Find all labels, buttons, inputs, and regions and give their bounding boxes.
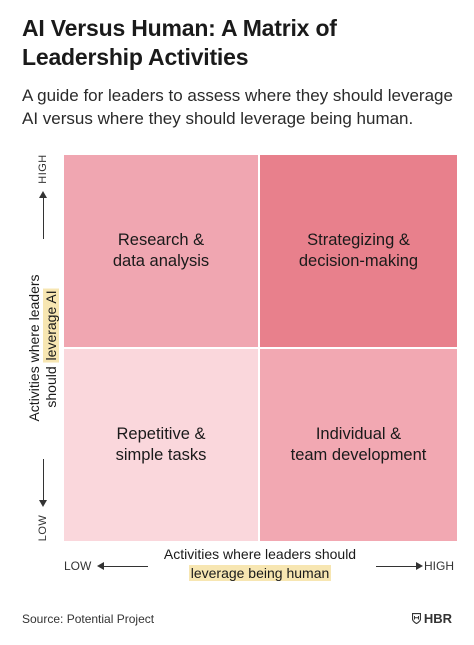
x-axis-low-label: LOW: [64, 559, 92, 573]
x-axis: LOW Activities where leaders should leve…: [60, 545, 460, 585]
arrow-up-icon: [39, 191, 47, 198]
arrow-left-icon: [97, 562, 104, 570]
x-axis-line-right: [376, 566, 418, 567]
page-subtitle: A guide for leaders to assess where they…: [22, 86, 453, 128]
quadrant-bottom-right-label: Individual & team development: [290, 425, 427, 464]
y-axis: HIGH Activities where leaders should lev…: [18, 154, 66, 542]
x-axis-line-left: [102, 566, 148, 567]
y-axis-label-line1: Activities where leaders: [26, 274, 42, 422]
y-axis-line-bottom: [43, 459, 44, 503]
quadrant-bottom-left: Repetitive & simple tasks: [64, 349, 258, 541]
arrow-down-icon: [39, 500, 47, 507]
quadrant-top-right-label: Strategizing & decision-making: [298, 231, 419, 270]
arrow-right-icon: [416, 562, 423, 570]
x-axis-highlight: leverage being human: [188, 565, 332, 581]
quadrant-top-right: Strategizing & decision-making: [260, 155, 457, 347]
source-note: Source: Potential Project: [22, 612, 155, 626]
quadrant-bottom-left-label: Repetitive & simple tasks: [115, 425, 207, 464]
x-axis-high-label: HIGH: [424, 559, 454, 573]
brand-logo: HBR: [411, 611, 452, 626]
y-axis-line-top: [43, 195, 44, 239]
x-axis-label: Activities where leaders should leverage…: [60, 545, 460, 583]
y-axis-label-line2: should leverage AI: [43, 274, 60, 421]
hbr-shield-icon: [411, 613, 421, 624]
y-axis-low-label: LOW: [37, 514, 49, 542]
y-axis-high-label: HIGH: [37, 154, 49, 184]
quadrant-bottom-right: Individual & team development: [260, 349, 457, 541]
matrix-grid: Research & data analysis Strategizing & …: [64, 155, 457, 541]
quadrant-top-left: Research & data analysis: [64, 155, 258, 347]
y-axis-label: Activities where leaders should leverage…: [26, 274, 60, 422]
y-axis-highlight: leverage AI: [43, 288, 59, 363]
quadrant-top-left-label: Research & data analysis: [112, 231, 210, 270]
brand-text: HBR: [423, 611, 452, 626]
y-axis-label-plain: should: [43, 362, 59, 408]
page-title: AI Versus Human: A Matrix of Leadership …: [22, 15, 337, 70]
x-axis-label-line1: Activities where leaders should: [163, 546, 357, 562]
